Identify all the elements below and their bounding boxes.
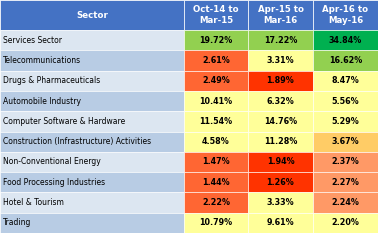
Text: 10.41%: 10.41%	[200, 96, 232, 106]
Bar	[0, 111, 184, 131]
Bar	[248, 213, 313, 233]
Bar	[313, 111, 378, 131]
Text: 2.27%: 2.27%	[332, 178, 359, 187]
Bar	[184, 111, 248, 131]
Bar	[0, 50, 184, 71]
Text: Hotel & Tourism: Hotel & Tourism	[3, 198, 64, 207]
Bar	[184, 131, 248, 152]
Bar	[0, 91, 184, 111]
Bar	[184, 71, 248, 91]
Bar	[313, 71, 378, 91]
Text: 3.67%: 3.67%	[332, 137, 359, 146]
Bar	[313, 131, 378, 152]
Text: 2.49%: 2.49%	[202, 76, 230, 85]
Bar	[0, 192, 184, 213]
Bar	[248, 152, 313, 172]
Bar	[184, 91, 248, 111]
Bar	[248, 71, 313, 91]
Text: Apr-15 to
Mar-16: Apr-15 to Mar-16	[257, 5, 304, 25]
Text: 8.47%: 8.47%	[332, 76, 359, 85]
Text: 1.47%: 1.47%	[202, 158, 230, 166]
Text: 3.31%: 3.31%	[267, 56, 294, 65]
Text: 3.33%: 3.33%	[267, 198, 294, 207]
Bar	[313, 213, 378, 233]
Text: 2.24%: 2.24%	[332, 198, 359, 207]
Text: 16.62%: 16.62%	[329, 56, 362, 65]
Text: 1.44%: 1.44%	[202, 178, 230, 187]
Bar	[248, 172, 313, 192]
Text: 2.61%: 2.61%	[202, 56, 230, 65]
Text: 11.28%: 11.28%	[264, 137, 297, 146]
Bar	[313, 50, 378, 71]
Text: Computer Software & Hardware: Computer Software & Hardware	[3, 117, 125, 126]
Bar	[313, 0, 378, 30]
Text: Oct-14 to
Mar-15: Oct-14 to Mar-15	[193, 5, 239, 25]
Bar	[0, 71, 184, 91]
Text: 2.37%: 2.37%	[332, 158, 359, 166]
Text: 10.79%: 10.79%	[200, 218, 232, 227]
Text: 1.26%: 1.26%	[266, 178, 294, 187]
Text: 6.32%: 6.32%	[266, 96, 294, 106]
Bar	[313, 91, 378, 111]
Text: 17.22%: 17.22%	[264, 36, 297, 45]
Text: Apr-16 to
May-16: Apr-16 to May-16	[322, 5, 369, 25]
Bar	[248, 30, 313, 50]
Bar	[184, 50, 248, 71]
Bar	[0, 0, 184, 30]
Bar	[248, 50, 313, 71]
Text: 9.61%: 9.61%	[267, 218, 294, 227]
Text: 1.94%: 1.94%	[267, 158, 294, 166]
Bar	[0, 152, 184, 172]
Text: 11.54%: 11.54%	[200, 117, 232, 126]
Text: Telecommunications: Telecommunications	[3, 56, 81, 65]
Text: Automobile Industry: Automobile Industry	[3, 96, 81, 106]
Text: 19.72%: 19.72%	[199, 36, 232, 45]
Text: Food Processing Industries: Food Processing Industries	[3, 178, 105, 187]
Bar	[184, 192, 248, 213]
Text: 1.89%: 1.89%	[266, 76, 294, 85]
Text: Non-Conventional Energy: Non-Conventional Energy	[3, 158, 101, 166]
Text: Drugs & Pharmaceuticals: Drugs & Pharmaceuticals	[3, 76, 100, 85]
Bar	[248, 0, 313, 30]
Text: 2.22%: 2.22%	[202, 198, 230, 207]
Bar	[248, 131, 313, 152]
Bar	[0, 131, 184, 152]
Bar	[0, 172, 184, 192]
Text: Trading: Trading	[3, 218, 31, 227]
Text: Services Sector: Services Sector	[3, 36, 62, 45]
Text: 2.20%: 2.20%	[332, 218, 359, 227]
Bar	[313, 172, 378, 192]
Text: 34.84%: 34.84%	[329, 36, 362, 45]
Bar	[184, 30, 248, 50]
Text: 14.76%: 14.76%	[264, 117, 297, 126]
Bar	[313, 192, 378, 213]
Bar	[248, 91, 313, 111]
Bar	[248, 192, 313, 213]
Bar	[0, 30, 184, 50]
Text: 5.29%: 5.29%	[332, 117, 359, 126]
Text: Construction (Infrastructure) Activities: Construction (Infrastructure) Activities	[3, 137, 151, 146]
Bar	[313, 30, 378, 50]
Bar	[184, 213, 248, 233]
Bar	[184, 172, 248, 192]
Bar	[313, 152, 378, 172]
Bar	[248, 111, 313, 131]
Text: 4.58%: 4.58%	[202, 137, 230, 146]
Bar	[0, 213, 184, 233]
Text: 5.56%: 5.56%	[332, 96, 359, 106]
Bar	[184, 152, 248, 172]
Text: Sector: Sector	[76, 10, 108, 20]
Bar	[184, 0, 248, 30]
